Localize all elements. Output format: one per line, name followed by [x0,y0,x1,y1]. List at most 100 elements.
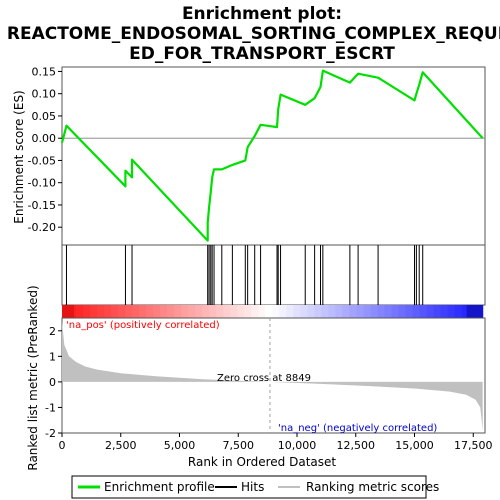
colorbar-segment [167,305,175,318]
x-tick-label: 5,000 [164,439,196,452]
colorbar-segment [230,305,238,318]
es-ytick-label: -0.10 [28,177,56,190]
colorbar-segment [286,305,294,318]
metric-ytick-label: 1 [49,350,56,363]
es-panel-frame [61,66,486,246]
colorbar-segment [370,305,379,318]
colorbar-segment [314,305,323,318]
rank-colorbar [62,305,484,318]
colorbar-segment [398,305,407,318]
colorbar-segment [258,305,266,318]
colorbar-segment [328,305,337,318]
es-yticks: -0.20 -0.15 -0.10 -0.05 0.00 0.05 0.10 0.15 [28,65,62,234]
x-tick-label: 15,000 [395,439,434,452]
es-panel: -0.20 -0.15 -0.10 -0.05 0.00 0.05 0.10 0.15 [28,65,486,246]
title-line-1: Enrichment plot: [182,4,342,24]
legend-ranking-label: Ranking metric scores [306,480,439,494]
metric-panel: -2 -1 0 1 2 'na_pos' (positively correlated)… [45,317,486,440]
metric-ytick-label: 0 [49,376,56,389]
colorbar-segment [461,305,470,318]
colorbar-segment [419,305,428,318]
colorbar-segment [174,305,182,318]
legend-hits-label: Hits [241,480,264,494]
metric-ytick-label: 2 [49,325,56,338]
colorbar-segment [265,305,273,318]
es-ytick-label: 0.15 [32,65,57,78]
colorbar-segment [216,305,224,318]
legend: Enrichment profile Hits Ranking metric s… [71,475,439,499]
hits-panel [61,244,486,306]
colorbar-segment [466,305,483,318]
legend-enrichment-label: Enrichment profile [104,480,215,494]
metric-ylabel: Ranked list metric (PreRanked) [26,285,40,470]
es-ytick-label: -0.15 [28,199,56,212]
x-tick-label: 17,500 [454,439,493,452]
es-ytick-label: 0.10 [32,88,57,101]
colorbar-segment [342,305,351,318]
es-ytick-label: 0.00 [32,132,57,145]
ranking-metric-area [62,321,483,431]
colorbar-segment [272,305,280,318]
x-axis-label: Rank in Ordered Dataset [188,455,336,469]
colorbar-segment [223,305,231,318]
es-ytick-label: 0.05 [32,110,57,123]
colorbar-segment [132,305,140,318]
x-tick-label: 7,500 [223,439,255,452]
x-axis-ticks: 0 2,500 5,000 7,500 10,000 12,500 15,000 17,500 [59,433,493,452]
legend-frame [71,475,427,499]
colorbar-segment [237,305,245,318]
colorbar-segment [76,305,84,318]
colorbar-segment [188,305,196,318]
zero-cross-label: Zero cross at 8849 [217,373,311,384]
colorbar-segment [349,305,358,318]
x-tick-label: 0 [59,439,66,452]
colorbar-segment [90,305,98,318]
es-ytick-label: -0.05 [28,154,56,167]
colorbar-segment [307,305,315,318]
colorbar-segment [251,305,259,318]
title-line-2: REACTOME_ENDOSOMAL_SORTING_COMPLEX_REQUI… [7,24,500,44]
colorbar-segment [83,305,91,318]
colorbar-segment [454,305,463,318]
colorbar-segment [321,305,330,318]
colorbar-segment [181,305,189,318]
colorbar-segment [335,305,344,318]
x-tick-label: 10,000 [278,439,317,452]
colorbar-segment [391,305,400,318]
colorbar-segment [293,305,301,318]
colorbar-segment [426,305,435,318]
colorbar-segment [153,305,161,318]
colorbar-segment [139,305,147,318]
colorbar-segment [405,305,414,318]
title-line-3: ED_FOR_TRANSPORT_ESCRT [129,44,395,64]
colorbar-segment [433,305,442,318]
neg-label: 'na_neg' (negatively correlated) [278,423,437,434]
colorbar-segment [363,305,372,318]
es-ylabel: Enrichment score (ES) [12,90,26,223]
es-ytick-label: -0.20 [28,221,56,234]
colorbar-segment [62,305,74,318]
colorbar-segment [104,305,112,318]
colorbar-segment [111,305,119,318]
es-line [60,69,484,242]
metric-ytick-label: -1 [45,401,56,414]
hit-marks [65,245,424,305]
colorbar-segment [300,305,308,318]
colorbar-segment [384,305,393,318]
metric-yticks: -2 -1 0 1 2 [45,325,62,440]
colorbar-segment [447,305,456,318]
colorbar-segment [440,305,449,318]
colorbar-segment [377,305,386,318]
colorbar-segment [356,305,365,318]
colorbar-segment [412,305,421,318]
colorbar-segment [97,305,105,318]
x-tick-label: 12,500 [337,439,376,452]
colorbar-segment [202,305,210,318]
pos-label: 'na_pos' (positively correlated) [66,320,220,331]
colorbar-segment [195,305,203,318]
x-tick-label: 2,500 [105,439,137,452]
colorbar-segment [160,305,168,318]
colorbar-segment [118,305,126,318]
colorbar-segment [125,305,133,318]
